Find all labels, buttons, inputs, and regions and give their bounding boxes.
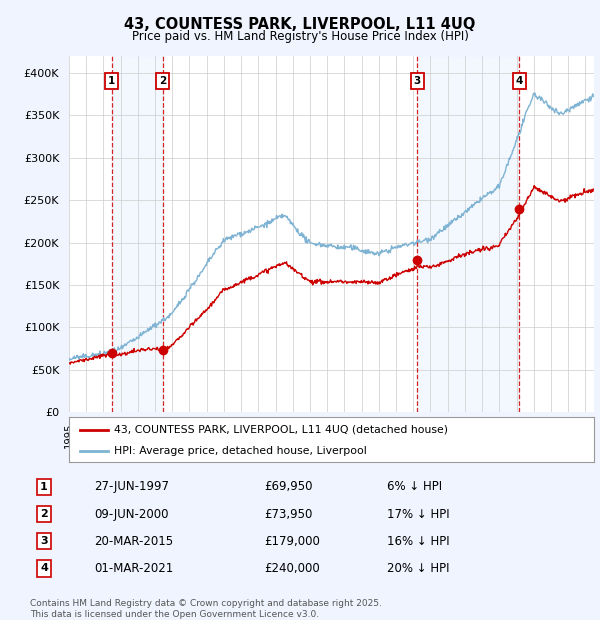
Text: 4: 4 bbox=[40, 563, 48, 574]
Text: 6% ↓ HPI: 6% ↓ HPI bbox=[387, 480, 442, 494]
Text: 20-MAR-2015: 20-MAR-2015 bbox=[94, 534, 173, 547]
Text: 2: 2 bbox=[159, 76, 166, 86]
Text: 16% ↓ HPI: 16% ↓ HPI bbox=[387, 534, 450, 547]
Text: 17% ↓ HPI: 17% ↓ HPI bbox=[387, 508, 450, 521]
Text: 09-JUN-2000: 09-JUN-2000 bbox=[94, 508, 169, 521]
Text: £240,000: £240,000 bbox=[265, 562, 320, 575]
Bar bbox=[69, 56, 594, 412]
Text: 3: 3 bbox=[40, 536, 48, 546]
Text: 1: 1 bbox=[108, 76, 115, 86]
Bar bbox=[112, 56, 163, 412]
Text: 4: 4 bbox=[516, 76, 523, 86]
Text: Contains HM Land Registry data © Crown copyright and database right 2025.
This d: Contains HM Land Registry data © Crown c… bbox=[30, 600, 382, 619]
Text: £73,950: £73,950 bbox=[265, 508, 313, 521]
Text: 3: 3 bbox=[413, 76, 421, 86]
Bar bbox=[417, 56, 520, 412]
Text: 2: 2 bbox=[40, 509, 48, 519]
Text: 43, COUNTESS PARK, LIVERPOOL, L11 4UQ (detached house): 43, COUNTESS PARK, LIVERPOOL, L11 4UQ (d… bbox=[113, 425, 448, 435]
Bar bbox=[69, 56, 112, 412]
Text: £69,950: £69,950 bbox=[265, 480, 313, 494]
Text: 1: 1 bbox=[40, 482, 48, 492]
Text: 20% ↓ HPI: 20% ↓ HPI bbox=[387, 562, 449, 575]
Text: Price paid vs. HM Land Registry's House Price Index (HPI): Price paid vs. HM Land Registry's House … bbox=[131, 30, 469, 43]
Text: 43, COUNTESS PARK, LIVERPOOL, L11 4UQ: 43, COUNTESS PARK, LIVERPOOL, L11 4UQ bbox=[124, 17, 476, 32]
Bar bbox=[163, 56, 417, 412]
Text: £179,000: £179,000 bbox=[265, 534, 320, 547]
Bar bbox=[520, 56, 594, 412]
Text: 01-MAR-2021: 01-MAR-2021 bbox=[94, 562, 173, 575]
Text: 27-JUN-1997: 27-JUN-1997 bbox=[94, 480, 169, 494]
Text: HPI: Average price, detached house, Liverpool: HPI: Average price, detached house, Live… bbox=[113, 446, 367, 456]
